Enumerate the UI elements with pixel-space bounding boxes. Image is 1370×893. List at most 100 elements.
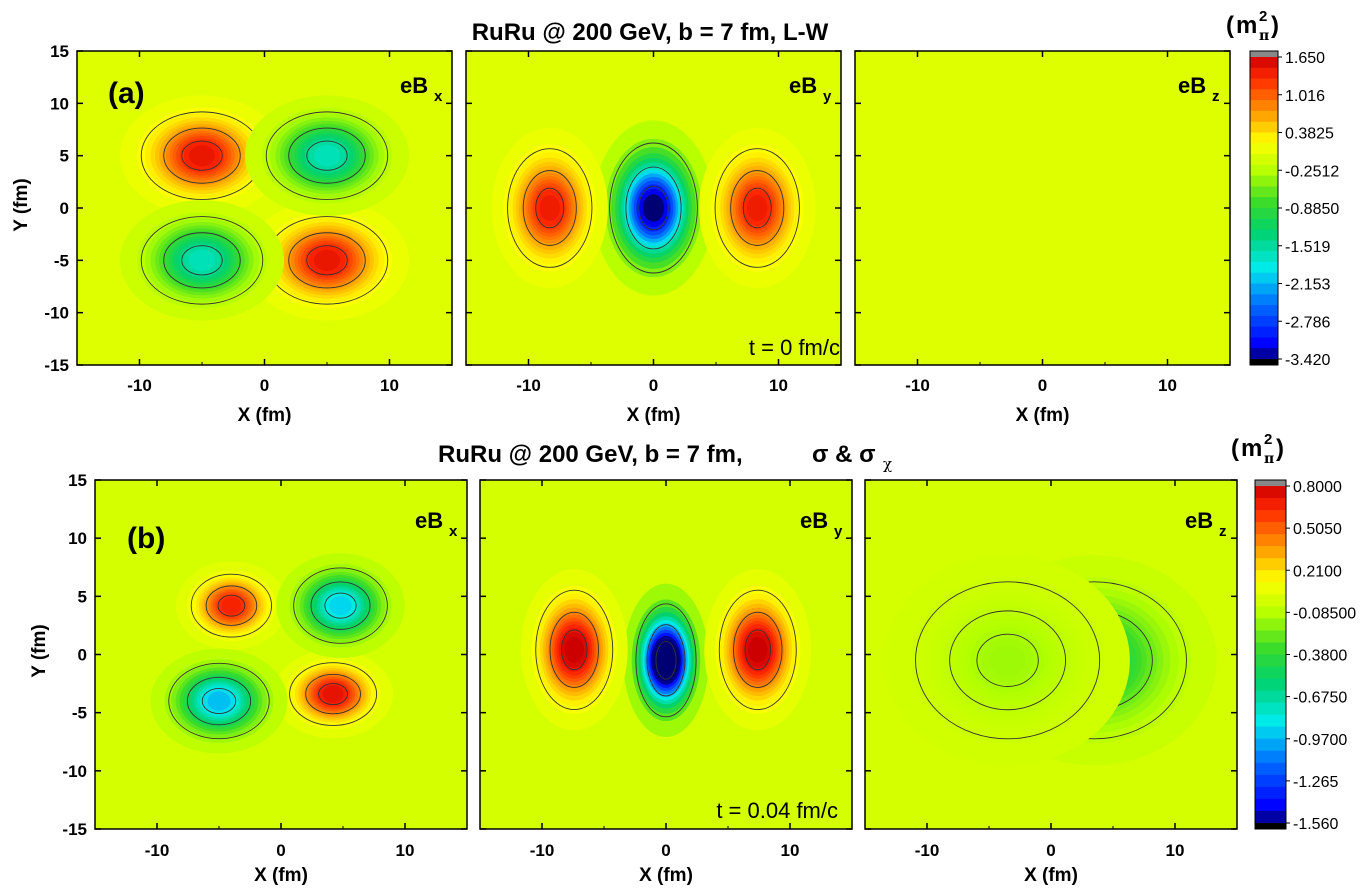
colorbar-step <box>1255 486 1286 499</box>
colorbar-step <box>1250 218 1278 231</box>
colorbar-unit-sub: π <box>1259 28 1269 44</box>
colorbar-step <box>1250 261 1278 274</box>
contour-line-0-2 <box>181 140 223 171</box>
contour-line-1-2 <box>535 187 565 229</box>
heatmap-background <box>77 51 452 365</box>
contour-line-3-2 <box>181 245 223 276</box>
component-sub: x <box>434 88 443 105</box>
x-tick-label: 10 <box>380 376 399 395</box>
colorbar-tick-label: -1.560 <box>1293 816 1338 833</box>
contour-line-0-1 <box>205 585 258 626</box>
y-tick-label: -5 <box>54 251 69 270</box>
component-sub: y <box>823 88 832 105</box>
colorbar-step <box>1255 654 1286 668</box>
contour-line-1-1 <box>305 673 361 715</box>
colorbar-unit: m <box>1241 435 1262 462</box>
contour-line-3-1 <box>163 232 241 289</box>
heatmap-blob-0-level-1 <box>642 194 665 222</box>
contour-line-2-1 <box>733 611 783 688</box>
x-tick-label: -10 <box>516 376 541 395</box>
contour-line-3-0 <box>140 216 264 305</box>
x-tick-label: -10 <box>145 841 170 860</box>
colorbar-step <box>1250 315 1278 328</box>
contour-line-2-1 <box>310 581 371 630</box>
colorbar-step <box>1255 774 1286 788</box>
colorbar-step <box>1255 810 1286 824</box>
x-tick-label: 0 <box>260 376 269 395</box>
contour-line-0-1 <box>163 127 241 184</box>
title-symbols-sub: χ <box>883 455 892 473</box>
contour-line-1-1 <box>288 232 366 289</box>
component-sub: y <box>834 523 843 540</box>
colorbar-tick-label: -1.519 <box>1285 239 1330 256</box>
panel-eB-y: -10 0 10 X (fm) eB y t = 0.04 fm/c <box>479 479 853 886</box>
contour-line-0-0 <box>635 603 697 718</box>
contour-line-1-0 <box>289 662 378 726</box>
heatmap-blob-0-level-1 <box>221 596 242 615</box>
contour-line-1-1 <box>949 610 1067 711</box>
colorbar-step <box>1250 251 1278 263</box>
colorbar-step <box>1250 89 1278 101</box>
x-tick-label: 10 <box>781 841 800 860</box>
colorbar-step <box>1250 208 1278 220</box>
colorbar-tick-label: -0.9700 <box>1293 732 1347 749</box>
y-tick-label: -15 <box>44 356 69 375</box>
colorbar-step <box>1250 121 1278 134</box>
x-tick-label: 0 <box>1038 376 1047 395</box>
component-label: eB <box>789 73 817 98</box>
y-tick-label: -10 <box>44 304 69 323</box>
contour-line-2-0 <box>714 148 800 268</box>
heatmap-blob-2-level-1 <box>313 145 341 167</box>
colorbar-step <box>1250 348 1278 360</box>
contour-line-2-2 <box>306 140 348 171</box>
colorbar-step <box>1255 570 1286 583</box>
heatmap-field <box>466 51 841 365</box>
heatmap-blob-1-level-1 <box>313 249 341 271</box>
y-tick-label: 15 <box>50 42 69 61</box>
heatmap-blob-2-level-1 <box>329 596 352 616</box>
chart-title: RuRu @ 200 GeV, b = 7 fm, <box>438 441 743 468</box>
y-tick-label: -10 <box>62 762 87 781</box>
panel-eB-y: -10 0 10 X (fm) eB y t = 0 fm/c <box>465 50 842 426</box>
contour-line-0-1 <box>646 624 686 697</box>
colorbar-tick-label: -1.265 <box>1293 774 1338 791</box>
heatmap-background <box>95 480 467 829</box>
heatmap-blob-1-level-1 <box>564 636 584 663</box>
contour-line-3-1 <box>186 676 252 726</box>
x-tick-label: 10 <box>1166 841 1185 860</box>
x-axis-label: X (fm) <box>1024 865 1078 886</box>
colorbar-tick-label: 1.650 <box>1285 50 1325 67</box>
y-tick-label: 0 <box>78 646 87 665</box>
colorbar-step <box>1255 618 1286 632</box>
y-axis-label: Y (fm) <box>29 624 50 677</box>
heatmap-field <box>95 480 467 829</box>
x-tick-label: -10 <box>905 376 930 395</box>
colorbar-step <box>1250 197 1278 209</box>
colorbar-tick-label: 0.5050 <box>1293 521 1342 538</box>
heatmap-blob-1-level-1 <box>322 685 344 703</box>
contour-line-2-2 <box>744 629 772 671</box>
colorbar-step <box>1250 110 1278 123</box>
colorbar-step <box>1255 642 1286 656</box>
component-label: eB <box>1178 73 1206 98</box>
colorbar-tick-label: 0.2100 <box>1293 563 1342 580</box>
colorbar-unit: m <box>1236 12 1257 39</box>
heatmap-field <box>480 480 852 829</box>
colorbar-step <box>1255 534 1286 547</box>
colorbar-tick-label: -0.3800 <box>1293 648 1347 665</box>
colorbar-tick-label: 1.016 <box>1285 88 1325 105</box>
colorbar-unit-sub: π <box>1264 451 1274 467</box>
y-tick-label: 10 <box>50 94 69 113</box>
colorbar-tick-label: 0.3825 <box>1285 126 1334 143</box>
colorbar-step <box>1255 798 1286 812</box>
colorbar-tick-label: -0.08500 <box>1293 605 1356 622</box>
colorbar-tick-label: -0.2512 <box>1285 163 1339 180</box>
x-tick-label: 0 <box>1046 841 1055 860</box>
colorbar-step <box>1250 283 1278 295</box>
colorbar-unit-close: ) <box>1276 435 1284 462</box>
y-tick-label: 10 <box>68 529 87 548</box>
colorbar-tick-label: -2.153 <box>1285 277 1330 294</box>
x-tick-label: -10 <box>127 376 152 395</box>
colorbar-step <box>1250 78 1278 90</box>
heatmap-blob-3-level-1 <box>188 249 216 271</box>
